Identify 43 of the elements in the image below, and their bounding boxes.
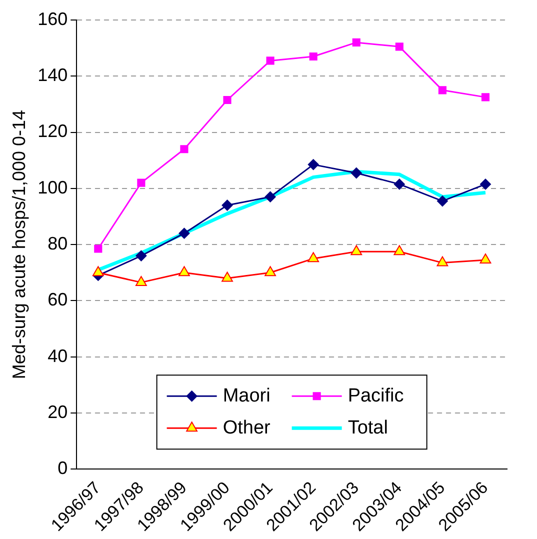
point: [352, 38, 360, 46]
y-tick-label: 0: [58, 458, 68, 478]
point: [264, 266, 276, 276]
point: [178, 228, 190, 239]
y-tick-label: 140: [38, 65, 68, 86]
point: [264, 191, 276, 202]
y-tick-label: 60: [48, 290, 68, 310]
point: [92, 266, 104, 276]
legend-label: Pacific: [348, 385, 404, 406]
y-tick-label: 40: [48, 346, 68, 366]
point: [436, 256, 448, 266]
point: [395, 42, 404, 51]
point: [136, 250, 147, 262]
point: [94, 244, 102, 253]
point: [394, 245, 406, 256]
point: [180, 145, 188, 154]
legend-label: Total: [348, 417, 388, 438]
y-tick-label: 80: [48, 234, 68, 254]
point: [309, 52, 318, 61]
y-axis-title: Med-surg acute hosps/1,000 0-14: [8, 110, 29, 380]
point: [438, 86, 446, 94]
point: [480, 178, 491, 190]
y-tick-label: 100: [38, 177, 68, 198]
point: [394, 178, 405, 190]
y-tick-label: 120: [38, 121, 68, 142]
point: [350, 245, 362, 256]
legend-label: Other: [222, 417, 272, 438]
point: [222, 200, 233, 211]
point: [223, 96, 232, 104]
y-tick-label: 20: [48, 402, 68, 422]
point: [308, 159, 319, 170]
point: [481, 93, 490, 102]
point: [350, 167, 362, 178]
point: [480, 254, 492, 264]
point: [308, 252, 320, 262]
point: [135, 276, 147, 286]
y-tick-label: 160: [38, 8, 68, 29]
point: [436, 196, 448, 207]
point: [266, 56, 274, 65]
point: [222, 272, 233, 282]
legend-label: Maori: [222, 385, 270, 406]
point: [137, 178, 146, 187]
point: [178, 266, 190, 276]
